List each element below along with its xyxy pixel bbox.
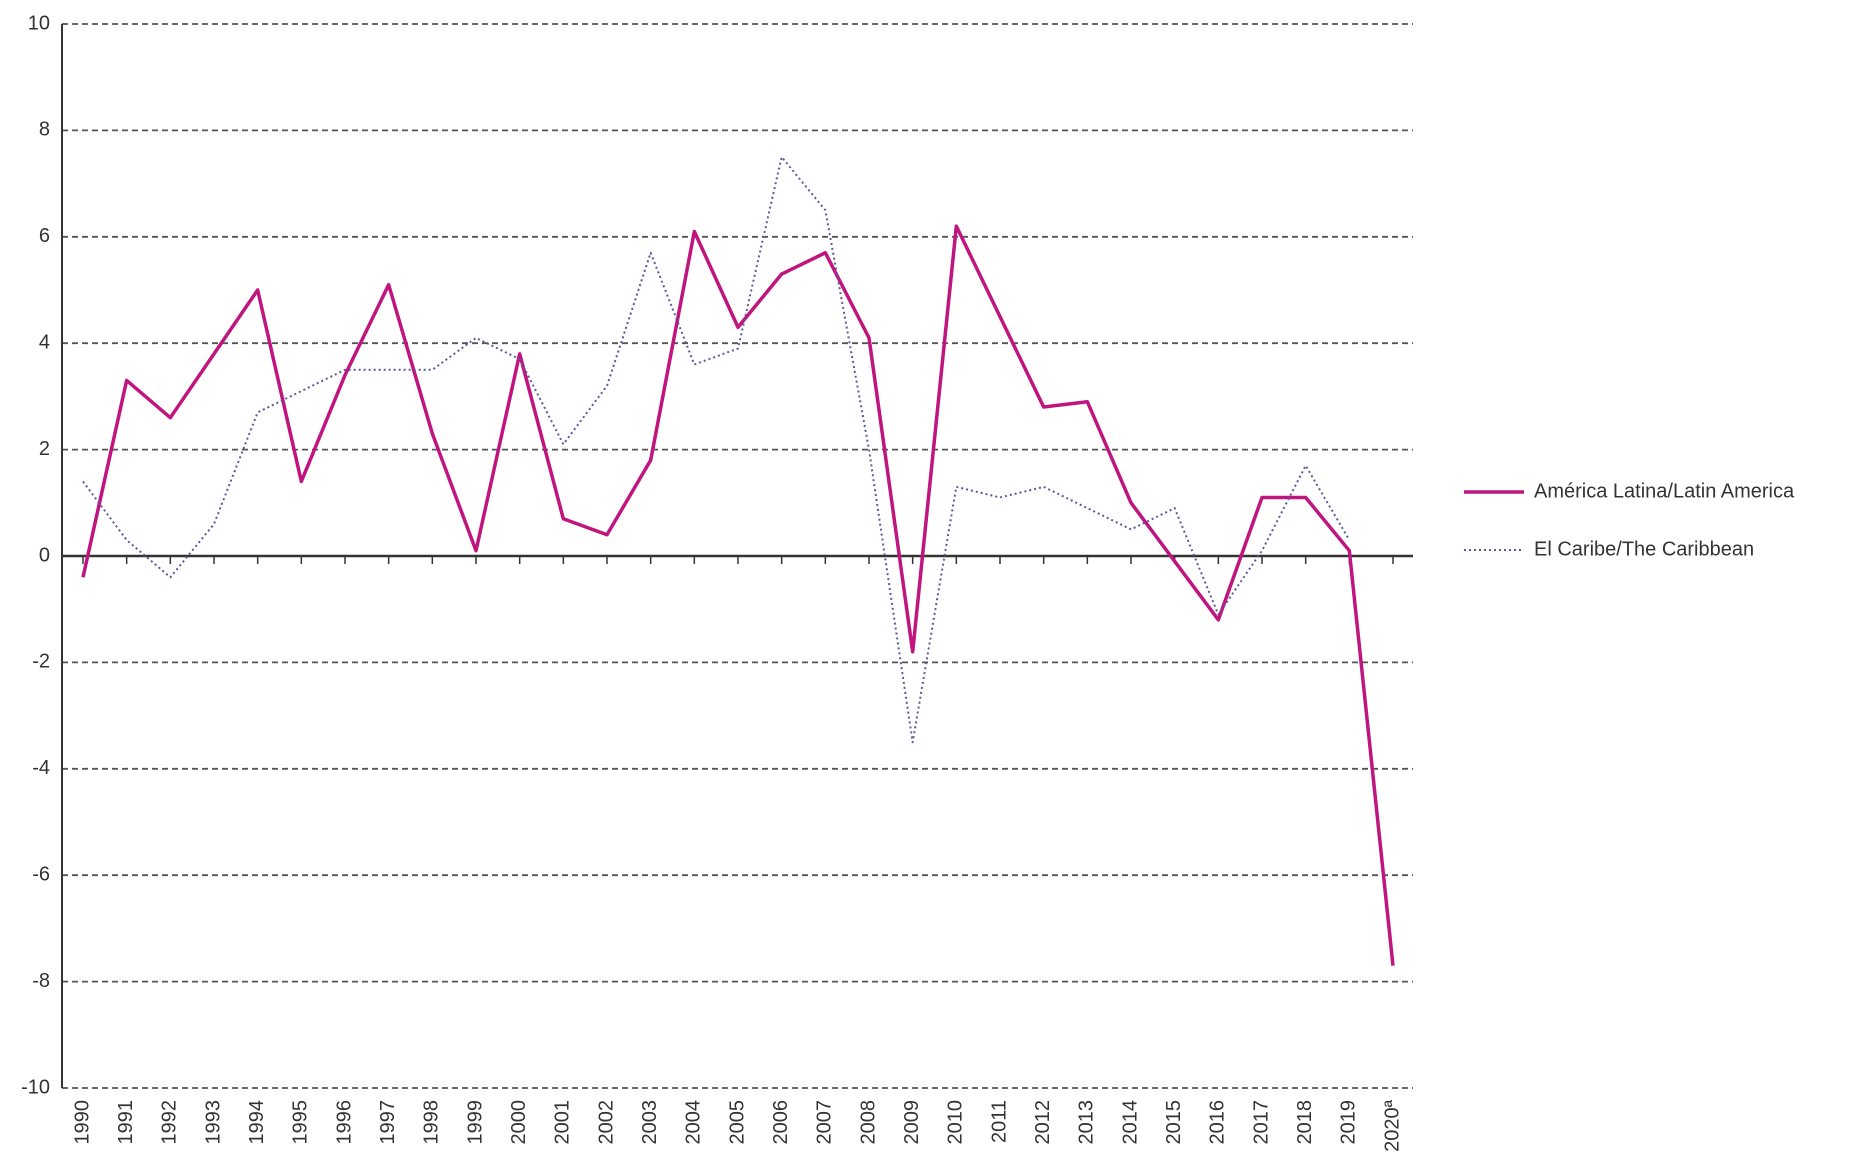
x-tick-label: 2004 (683, 1100, 705, 1145)
x-tick-label: 2019 (1338, 1100, 1360, 1145)
x-tick-label: 2010 (945, 1100, 967, 1145)
y-tick-label: 0 (39, 544, 50, 566)
legend-label: El Caribe/The Caribbean (1534, 538, 1754, 560)
y-tick-label: -4 (32, 757, 50, 779)
x-tick-label: 2012 (1032, 1100, 1054, 1145)
x-tick-label: 1997 (377, 1100, 399, 1145)
y-tick-label: -8 (32, 970, 50, 992)
x-tick-label: 2018 (1294, 1100, 1316, 1145)
x-tick-label: 1993 (202, 1100, 224, 1145)
y-tick-label: 4 (39, 331, 50, 353)
x-tick-label: 2017 (1250, 1100, 1272, 1145)
x-tick-label: 2020ª (1381, 1099, 1403, 1151)
x-tick-label: 2014 (1119, 1100, 1141, 1145)
x-tick-label: 1998 (421, 1100, 443, 1145)
x-tick-label: 2003 (639, 1100, 661, 1145)
x-tick-label: 2008 (857, 1100, 879, 1145)
x-tick-label: 1999 (464, 1100, 486, 1145)
x-tick-label: 2005 (726, 1100, 748, 1145)
x-tick-label: 1996 (333, 1100, 355, 1145)
x-tick-label: 1995 (290, 1100, 312, 1145)
x-tick-label: 2013 (1076, 1100, 1098, 1145)
x-tick-label: 2009 (901, 1100, 923, 1145)
x-tick-label: 2007 (814, 1100, 836, 1145)
x-tick-label: 2000 (508, 1100, 530, 1145)
x-tick-label: 2016 (1207, 1100, 1229, 1145)
y-tick-label: -6 (32, 863, 50, 885)
y-tick-label: -10 (21, 1076, 50, 1098)
x-tick-label: 1991 (115, 1100, 137, 1145)
y-tick-label: 10 (28, 12, 50, 34)
y-tick-label: 2 (39, 438, 50, 460)
x-tick-label: 2002 (595, 1100, 617, 1145)
x-tick-label: 1992 (159, 1100, 181, 1145)
y-tick-label: 6 (39, 225, 50, 247)
x-tick-label: 2015 (1163, 1100, 1185, 1145)
x-tick-label: 2006 (770, 1100, 792, 1145)
x-tick-label: 2001 (552, 1100, 574, 1145)
x-tick-label: 1990 (71, 1100, 93, 1145)
x-tick-label: 1994 (246, 1100, 268, 1145)
series-line (82, 156, 1351, 744)
x-tick-label: 2011 (988, 1100, 1010, 1143)
y-tick-label: 8 (39, 119, 50, 141)
series-line (81, 224, 1395, 966)
legend-label: América Latina/Latin America (1534, 480, 1795, 502)
y-tick-label: -2 (32, 651, 50, 673)
